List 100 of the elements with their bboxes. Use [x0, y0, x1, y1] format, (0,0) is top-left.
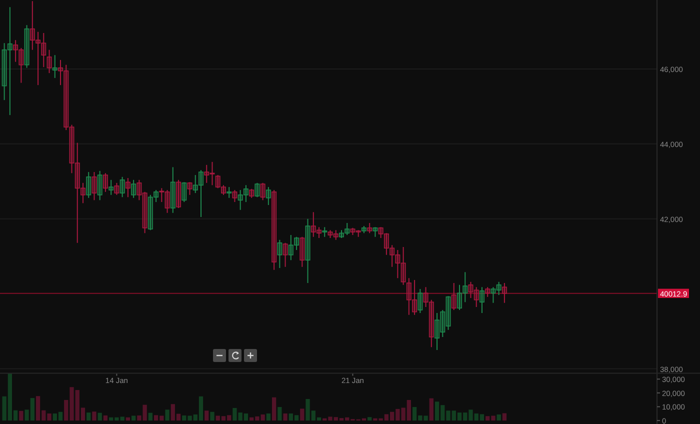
bar [204, 410, 209, 421]
candlestick [220, 184, 226, 196]
candlestick [266, 186, 271, 206]
candlestick [294, 236, 300, 250]
candlestick [418, 288, 423, 314]
candlestick [305, 218, 310, 284]
candlestick [485, 286, 490, 298]
bar [300, 408, 304, 421]
candlestick [120, 176, 125, 198]
candlestick [58, 59, 63, 86]
candlestick [480, 286, 484, 314]
candlestick [154, 190, 159, 203]
candlestick [24, 24, 30, 68]
candlestick [80, 182, 86, 204]
candlestick [69, 124, 74, 174]
bar [283, 414, 288, 421]
candlestick [428, 299, 434, 348]
candlestick [170, 166, 176, 214]
candlestick [18, 47, 24, 84]
candlestick [333, 230, 338, 240]
bar [278, 407, 282, 421]
bar [131, 416, 136, 421]
candlestick [215, 174, 220, 189]
candlestick [187, 182, 192, 196]
bar [86, 412, 91, 421]
candlestick [496, 281, 502, 296]
bar [126, 417, 130, 421]
candlestick [64, 64, 69, 131]
bar [272, 397, 276, 421]
candlestick [2, 42, 7, 101]
candlestick [136, 179, 142, 201]
candlestick [131, 179, 136, 198]
candlestick [440, 309, 446, 338]
candlestick [260, 182, 266, 201]
bar [98, 412, 102, 421]
candlestick [468, 281, 474, 298]
candlestick [490, 286, 496, 304]
candlestick [182, 182, 187, 203]
candlestick [400, 246, 406, 286]
candlestick [316, 226, 322, 238]
candlestick [46, 49, 52, 74]
candlestick [125, 178, 130, 198]
bar [165, 410, 170, 421]
candlestick [434, 312, 440, 351]
candlestick [36, 31, 41, 86]
candlestick [142, 191, 148, 234]
candlestick [192, 174, 198, 194]
candlestick [249, 188, 254, 198]
candlestick [328, 230, 333, 238]
candlestick [13, 40, 18, 62]
candlestick [367, 222, 372, 234]
candlestick [97, 170, 102, 201]
bar [266, 414, 271, 421]
candlestick [300, 236, 305, 268]
candlestick [356, 230, 361, 238]
candlestick [164, 190, 170, 214]
candlestick [52, 54, 58, 78]
bar [19, 410, 24, 421]
candlestick [502, 282, 507, 304]
candlestick [7, 6, 12, 116]
candlestick [451, 282, 456, 310]
candlestick [254, 182, 260, 198]
candlestick [446, 296, 451, 330]
candlestick [344, 222, 350, 236]
candlestick [176, 179, 181, 209]
candlestick [243, 184, 248, 203]
bar [92, 412, 96, 421]
candlestick [232, 190, 238, 203]
candlestick [108, 179, 114, 196]
candlestick [159, 188, 164, 203]
candlestick [395, 249, 400, 279]
candlestick [390, 244, 395, 268]
candlestick [210, 161, 215, 186]
candlestick [198, 170, 204, 218]
candlestick [238, 190, 243, 210]
bar [148, 412, 152, 421]
candlestick [226, 186, 232, 198]
candlestick [457, 284, 462, 310]
candlestick [86, 172, 92, 198]
candlestick [412, 279, 418, 316]
candlestick [372, 226, 378, 238]
candlestick [282, 242, 288, 268]
bar [429, 398, 434, 421]
candlestick [74, 142, 80, 244]
candlestick [114, 182, 120, 196]
candlestick [339, 230, 344, 238]
candlestick [41, 32, 46, 68]
candlestick [462, 272, 468, 303]
candlestick [350, 227, 356, 236]
bar [210, 412, 214, 421]
bar [502, 413, 507, 421]
candlestick [102, 172, 108, 192]
bar [496, 414, 501, 421]
candlestick [384, 232, 389, 256]
bar [368, 417, 372, 421]
candlestick [148, 194, 153, 231]
candlestick [423, 286, 428, 308]
candlestick [406, 278, 412, 316]
candlestick [288, 234, 294, 261]
candlestick [277, 239, 282, 268]
